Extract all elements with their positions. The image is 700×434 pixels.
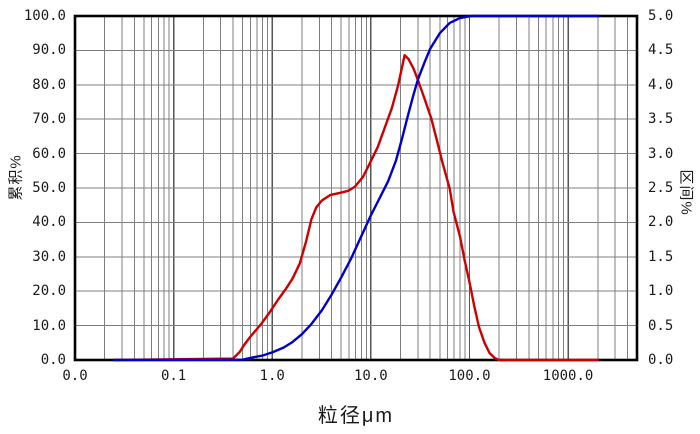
right-axis-tick-label: 4.0 [648,76,674,93]
left-axis-tick-label: 70.0 [32,111,66,128]
x-axis-tick-label: 0.1 [160,368,187,384]
right-axis-tick-label: 4.5 [648,42,674,59]
left-axis-tick-label: 100.0 [23,8,66,24]
x-axis-tick-label: 1.0 [259,368,285,384]
right-axis-tick-label: 1.5 [648,248,674,265]
x-axis-tick-label: 1000.0 [542,368,594,384]
interval-distribution-curve [113,54,599,362]
left-axis-tick-label: 10.0 [32,317,66,334]
right-axis-tick-label: 3.0 [648,145,674,162]
cumulative-distribution-curve [113,14,599,362]
x-axis-tick-label: 100.0 [448,368,491,384]
left-axis-tick-label: 60.0 [32,145,66,162]
left-axis-tick-label: 30.0 [32,248,66,265]
right-axis-tick-label: 2.0 [648,214,674,231]
left-axis-tick-label: 40.0 [32,214,66,231]
left-axis-tick-label: 90.0 [32,42,66,59]
left-axis-tick-label: 0.0 [40,352,66,368]
left-axis-title: 累积% [7,154,25,201]
right-axis-tick-label: 3.5 [648,111,674,128]
right-axis-tick-label: 5.0 [648,8,674,24]
x-axis-title: 粒径μm [317,405,395,427]
x-axis-tick-label: 10.0 [353,368,388,384]
x-axis-tick-label: 0.0 [62,368,88,384]
left-axis-tick-label: 20.0 [32,283,66,300]
left-axis-tick-label: 50.0 [32,180,66,196]
right-axis-title: 区间% [677,169,695,216]
left-axis-tick-label: 80.0 [32,76,66,93]
plot-border [73,14,639,362]
right-axis-tick-label: 0.5 [648,317,674,334]
right-axis-tick-label: 2.5 [648,180,674,196]
right-axis-tick-label: 0.0 [648,352,674,368]
right-axis-tick-label: 1.0 [648,283,674,300]
